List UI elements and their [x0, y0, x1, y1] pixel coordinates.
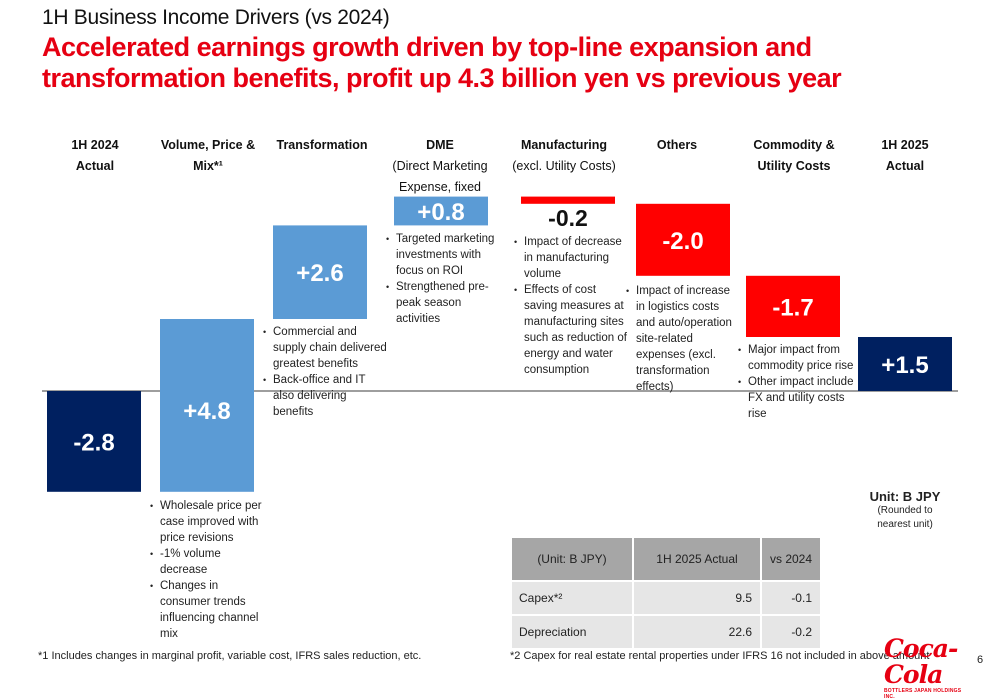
category-label: Others [656, 138, 698, 152]
note-bullet: Effects of cost saving measures at manuf… [514, 282, 632, 378]
table-header-cell: vs 2024 [762, 538, 820, 580]
category-header-1h2025: 1H 2025 Actual [840, 135, 970, 177]
note-bullet: -1% volume decrease [150, 546, 270, 578]
category-label: Transformation [276, 138, 368, 152]
data-label: +0.8 [417, 199, 464, 226]
table-cell-label: Capex*² [512, 582, 632, 614]
bar-1h-2025-actual [858, 337, 952, 391]
category-label: DME [426, 138, 454, 152]
category-label-line2: Mix*¹ [193, 159, 223, 173]
note-manufacturing: Impact of decrease in manufacturing volu… [514, 234, 632, 378]
bar-manufacturing [521, 196, 615, 204]
note-volume: Wholesale price per case improved with p… [150, 498, 270, 642]
category-label: Manufacturing [520, 138, 608, 152]
table-header-cell: 1H 2025 Actual [634, 538, 760, 580]
data-label: -0.2 [548, 205, 588, 231]
company-logo: Coca-Cola BOTTLERS JAPAN HOLDINGS INC. [884, 636, 970, 700]
category-header-1h2024: 1H 2024 Actual [30, 135, 160, 177]
category-label: 1H 2025 [881, 138, 929, 152]
logo-tagline: BOTTLERS JAPAN HOLDINGS INC. [884, 688, 962, 700]
logo-wordmark: Coca-Cola [884, 634, 958, 689]
table-cell-actual: 22.6 [634, 616, 760, 648]
bar-others [636, 203, 730, 276]
table-cell-vs: -0.1 [762, 582, 820, 614]
category-label-line2: Actual [75, 159, 115, 173]
note-bullet: Impact of decrease in manufacturing volu… [514, 234, 632, 282]
category-label: Commodity & [753, 138, 835, 152]
note-bullet: Major impact from commodity price rise [738, 342, 856, 374]
category-header-others: Others [612, 135, 742, 156]
note-bullet: Back-office and IT also delivering benef… [263, 372, 388, 420]
capex-table: (Unit: B JPY) 1H 2025 Actual vs 2024 Cap… [510, 536, 822, 650]
note-commodity: Major impact from commodity price riseOt… [738, 342, 856, 422]
bar-commodity-utility-costs [746, 275, 840, 337]
bar-1h-2024-actual [47, 391, 141, 492]
category-sublabel: (excl. Utility Costs) [512, 159, 616, 173]
category-header-commodity: Commodity & Utility Costs [729, 135, 859, 177]
category-header-transformation: Transformation [257, 135, 387, 156]
table-cell-vs: -0.2 [762, 616, 820, 648]
note-transformation: Commercial and supply chain delivered gr… [263, 324, 388, 420]
data-label: +4.8 [183, 398, 230, 425]
bar-dme [394, 196, 488, 226]
unit-note: (Rounded to nearest unit) [877, 505, 933, 530]
category-label: 1H 2024 [71, 138, 119, 152]
note-bullet: Strengthened pre-peak season activities [386, 279, 501, 327]
note-others: Impact of increase in logistics costs an… [626, 283, 741, 395]
table-cell-actual: 9.5 [634, 582, 760, 614]
note-bullet: Targeted marketing investments with focu… [386, 231, 501, 279]
note-bullet: Impact of increase in logistics costs an… [626, 283, 741, 395]
table-header-cell: (Unit: B JPY) [512, 538, 632, 580]
category-label-line2: Actual [885, 159, 925, 173]
note-bullet: Changes in consumer trends influencing c… [150, 578, 270, 642]
note-bullet: Other impact include FX and utility cost… [738, 374, 856, 422]
data-label: -2.8 [73, 429, 114, 456]
table-cell-label: Depreciation [512, 616, 632, 648]
unit-label: Unit: B JPY (Rounded to nearest unit) [855, 489, 955, 532]
slide-subtitle: 1H Business Income Drivers (vs 2024) [42, 6, 390, 29]
bar-transformation [273, 225, 367, 319]
bar-volume-price-mix [160, 319, 254, 492]
category-label-line2: Utility Costs [757, 159, 831, 173]
unit-title: Unit: B JPY [869, 489, 941, 504]
data-label: -1.7 [772, 294, 813, 321]
slide-headline: Accelerated earnings growth driven by to… [42, 32, 842, 93]
page-number: 6 [977, 654, 984, 666]
table-header-row: (Unit: B JPY) 1H 2025 Actual vs 2024 [512, 538, 820, 580]
table-row: Depreciation 22.6 -0.2 [512, 616, 820, 648]
note-bullet: Wholesale price per case improved with p… [150, 498, 270, 546]
table-row: Capex*² 9.5 -0.1 [512, 582, 820, 614]
waterfall-chart: -2.8 +4.8 +2.6 +0.8 -0.2 -2.0 -1.7 +1.5 [42, 196, 958, 492]
data-label: +2.6 [296, 260, 343, 287]
data-label: +1.5 [881, 352, 928, 379]
category-label: Volume, Price & [160, 138, 256, 152]
note-dme: Targeted marketing investments with focu… [386, 231, 501, 327]
category-header-manufacturing: Manufacturing (excl. Utility Costs) [499, 135, 629, 177]
note-bullet: Commercial and supply chain delivered gr… [263, 324, 388, 372]
footnote-2: *2 Capex for real estate rental properti… [510, 650, 930, 662]
category-header-volume: Volume, Price & Mix*¹ [143, 135, 273, 177]
footnote-1: *1 Includes changes in marginal profit, … [38, 650, 422, 662]
data-label: -2.0 [662, 228, 703, 255]
